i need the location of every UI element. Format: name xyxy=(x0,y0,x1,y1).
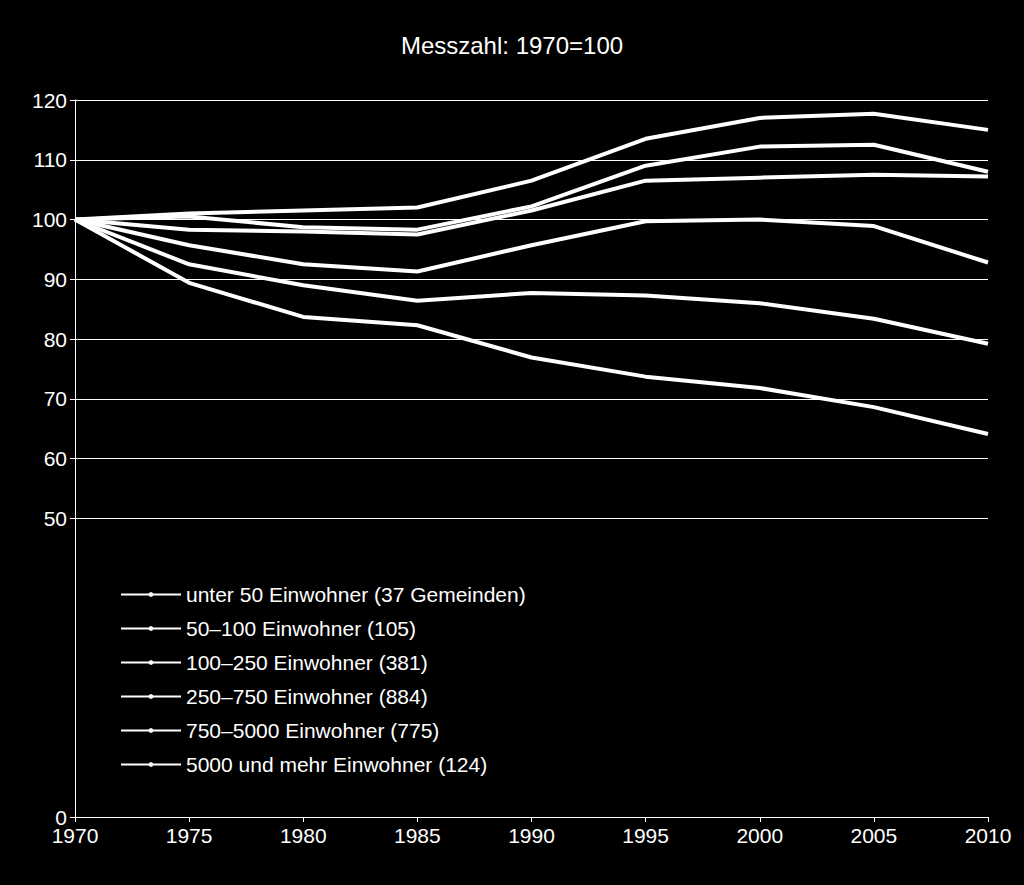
svg-text:100–250 Einwohner (381): 100–250 Einwohner (381) xyxy=(186,651,428,674)
svg-text:110: 110 xyxy=(34,148,67,171)
svg-text:50–100 Einwohner (105): 50–100 Einwohner (105) xyxy=(186,617,416,640)
svg-text:100: 100 xyxy=(32,208,67,231)
svg-text:750–5000 Einwohner (775): 750–5000 Einwohner (775) xyxy=(186,719,439,742)
svg-text:250–750 Einwohner (884): 250–750 Einwohner (884) xyxy=(186,685,428,708)
svg-text:90: 90 xyxy=(44,268,67,291)
svg-text:1975: 1975 xyxy=(166,824,213,847)
svg-text:1990: 1990 xyxy=(508,824,555,847)
svg-text:1980: 1980 xyxy=(280,824,327,847)
svg-text:50: 50 xyxy=(44,507,67,530)
svg-text:5000 und mehr Einwohner (124): 5000 und mehr Einwohner (124) xyxy=(186,753,487,776)
svg-text:2010: 2010 xyxy=(965,824,1012,847)
svg-text:1995: 1995 xyxy=(622,824,669,847)
svg-text:Messzahl: 1970=100: Messzahl: 1970=100 xyxy=(401,32,623,59)
svg-text:1970: 1970 xyxy=(52,824,99,847)
svg-text:2005: 2005 xyxy=(851,824,898,847)
svg-text:0: 0 xyxy=(55,805,67,829)
svg-text:70: 70 xyxy=(44,387,67,410)
svg-text:60: 60 xyxy=(44,447,67,470)
svg-text:1985: 1985 xyxy=(394,824,441,847)
svg-text:2000: 2000 xyxy=(736,824,783,847)
svg-text:unter 50 Einwohner (37 Gemeind: unter 50 Einwohner (37 Gemeinden) xyxy=(186,583,526,606)
svg-text:80: 80 xyxy=(44,328,67,351)
svg-text:120: 120 xyxy=(32,89,67,112)
